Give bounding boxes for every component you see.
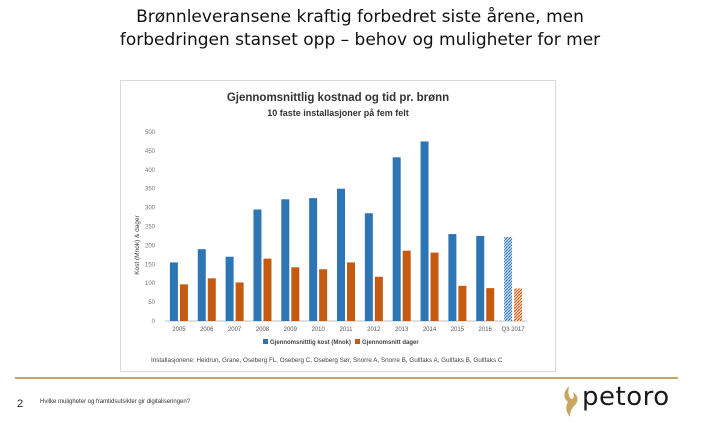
y-tick-label: 50 bbox=[148, 300, 155, 306]
y-tick-label: 200 bbox=[145, 243, 156, 249]
bar-cost bbox=[504, 237, 513, 321]
y-axis-label: Kost (Mnok) & dager bbox=[134, 214, 141, 274]
x-tick-label: 2012 bbox=[367, 327, 381, 333]
y-tick-label: 300 bbox=[145, 206, 156, 212]
bar-days bbox=[514, 288, 523, 321]
x-tick-label: 2016 bbox=[479, 327, 493, 333]
bar-cost bbox=[476, 235, 485, 321]
page-number: 2 bbox=[17, 398, 24, 410]
y-tick-label: 500 bbox=[145, 130, 156, 136]
y-tick-label: 0 bbox=[152, 319, 156, 325]
legend-label: Gjennomsnitt dager bbox=[362, 340, 419, 346]
slide-title-line-2: forbedringen stanset opp – behov og muli… bbox=[119, 30, 601, 50]
y-tick-label: 350 bbox=[145, 187, 156, 193]
bar-cost bbox=[364, 213, 373, 321]
bar-days bbox=[374, 276, 383, 321]
y-tick-label: 450 bbox=[145, 149, 156, 155]
bar-cost bbox=[392, 157, 401, 321]
bar-days bbox=[402, 250, 411, 321]
bar-days bbox=[430, 252, 439, 321]
bar-cost bbox=[420, 141, 429, 321]
legend-label: Gjennomsnittlig kost (Mnok) bbox=[270, 340, 351, 346]
chart-container: Gjennomsnittlig kostnad og tid pr. brønn… bbox=[120, 80, 556, 372]
x-tick-label: 2009 bbox=[284, 327, 298, 333]
bar-days bbox=[263, 258, 272, 321]
x-tick-label: 2014 bbox=[423, 327, 437, 333]
bar-chart: Gjennomsnittlig kostnad og tid pr. brønn… bbox=[134, 92, 527, 364]
bar-days bbox=[235, 282, 244, 321]
petoro-flame-icon bbox=[564, 386, 578, 417]
legend-swatch bbox=[263, 339, 268, 344]
chart-footnote: Installasjonene: Heidrun, Grane, Oseberg… bbox=[151, 357, 503, 364]
petoro-logo: petoro bbox=[560, 382, 682, 417]
chart-legend: Gjennomsnittlig kost (Mnok) Gjennomsnitt … bbox=[263, 339, 419, 346]
x-tick-label: 2007 bbox=[228, 327, 242, 333]
y-tick-label: 250 bbox=[145, 225, 156, 231]
x-tick-label: Q3 2017 bbox=[502, 327, 526, 333]
logo-wordmark: petoro bbox=[582, 382, 670, 412]
footer-divider bbox=[15, 377, 678, 379]
chart-plot-area: 0 50 100 150 200 250 300 350 400 450 500 2005 2006 20… bbox=[145, 130, 527, 333]
bar-days bbox=[319, 269, 328, 321]
bar-cost bbox=[337, 188, 345, 321]
x-tick-label: 2008 bbox=[256, 327, 270, 333]
x-tick-label: 2013 bbox=[395, 327, 409, 333]
bar-cost bbox=[253, 209, 262, 321]
bar-days bbox=[207, 278, 216, 321]
y-tick-label: 100 bbox=[145, 281, 156, 287]
x-tick-label: 2005 bbox=[172, 327, 186, 333]
slide-title-line-1: Brønnleveransene kraftig forbedret siste… bbox=[136, 7, 584, 27]
bar-days bbox=[347, 262, 355, 321]
bar-cost bbox=[169, 262, 178, 321]
chart-title: Gjennomsnittlig kostnad og tid pr. brønn bbox=[227, 92, 449, 104]
x-tick-label: 2015 bbox=[451, 327, 465, 333]
bar-days bbox=[291, 267, 300, 321]
bar-cost bbox=[225, 256, 234, 321]
x-tick-label: 2006 bbox=[200, 327, 214, 333]
x-tick-label: 2011 bbox=[340, 327, 354, 333]
bar-cost bbox=[197, 249, 206, 321]
y-tick-label: 400 bbox=[145, 168, 156, 174]
chart-subtitle: 10 faste installasjoner på fem felt bbox=[267, 108, 409, 118]
y-tick-label: 150 bbox=[145, 262, 156, 268]
x-tick-label: 2010 bbox=[311, 327, 325, 333]
bar-days bbox=[458, 285, 467, 321]
bar-cost bbox=[281, 199, 290, 321]
bar-days bbox=[486, 288, 495, 321]
legend-swatch bbox=[355, 339, 360, 344]
footer-note: Hvilke muligheter og framtidsutsikter gi… bbox=[40, 399, 191, 405]
bar-cost bbox=[309, 198, 318, 321]
bar-cost bbox=[448, 234, 457, 321]
slide-title: Brønnleveransene kraftig forbedret siste… bbox=[40, 6, 680, 52]
bar-days bbox=[179, 284, 188, 321]
